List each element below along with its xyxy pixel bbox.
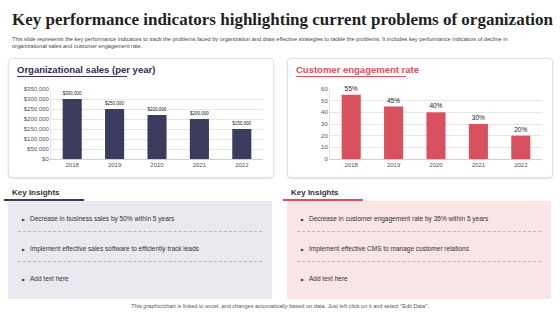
svg-text:$200,000: $200,000 <box>190 111 209 116</box>
html-text:Implement effective sales soft: Implement effective sales software to ef… <box>30 245 199 252</box>
svg-text:2020: 2020 <box>429 162 443 168</box>
svg-text:45%: 45% <box>387 97 400 104</box>
svg-text:$220,000: $220,000 <box>147 107 166 112</box>
html-text:Key Insights: Key Insights <box>12 188 60 197</box>
svg-text:2020: 2020 <box>150 162 164 168</box>
html-text:Decrease in business sales by: Decrease in business sales by 50% within… <box>30 215 175 222</box>
svg-text:2019: 2019 <box>108 162 122 168</box>
html-text:Customer engagement rate: Customer engagement rate <box>296 64 419 75</box>
svg-text:30%: 30% <box>472 114 485 121</box>
svg-text:$350,000: $350,000 <box>24 86 50 92</box>
html-text:Decrease in customer engagemen: Decrease in customer engagement rate by … <box>309 215 489 222</box>
html-text:Organizational sales (per year: Organizational sales (per year) <box>17 64 156 75</box>
html-text:Add text here: Add text here <box>309 275 348 282</box>
svg-text:$300,000: $300,000 <box>24 96 50 102</box>
svg-text:60: 60 <box>321 86 328 92</box>
svg-text:$250,000: $250,000 <box>24 106 50 112</box>
svg-text:2021: 2021 <box>472 162 486 168</box>
svg-text:$50,000: $50,000 <box>27 146 49 152</box>
svg-text:2018: 2018 <box>345 162 359 168</box>
svg-text:$100,000: $100,000 <box>24 136 50 142</box>
svg-text:2019: 2019 <box>387 162 401 168</box>
html-text:Add text here: Add text here <box>30 275 69 282</box>
svg-text:55%: 55% <box>345 85 358 92</box>
svg-text:$250,000: $250,000 <box>105 101 124 106</box>
svg-text:$150,000: $150,000 <box>232 121 251 126</box>
svg-text:$200,000: $200,000 <box>24 116 50 122</box>
html-text:Implement effective CMS to man: Implement effective CMS to manage custom… <box>309 245 469 252</box>
svg-text:2022: 2022 <box>235 162 249 168</box>
svg-text:2021: 2021 <box>193 162 207 168</box>
html-text:Key performance indicators hig: Key performance indicators highlighting … <box>12 10 553 29</box>
html-text:This graphic/chart is linked t: This graphic/chart is linked to excel, a… <box>131 303 429 309</box>
html-text:This slide represents the key: This slide represents the key performanc… <box>12 36 508 49</box>
svg-text:20: 20 <box>321 133 328 139</box>
svg-text:$0: $0 <box>42 156 49 162</box>
svg-text:40%: 40% <box>429 102 442 109</box>
html-text:Key Insights: Key Insights <box>291 188 339 197</box>
svg-text:10: 10 <box>321 144 328 150</box>
svg-text:20%: 20% <box>514 126 527 133</box>
svg-text:2022: 2022 <box>514 162 528 168</box>
svg-text:$150,000: $150,000 <box>24 126 50 132</box>
svg-text:40: 40 <box>321 109 328 115</box>
svg-text:30: 30 <box>321 121 328 127</box>
svg-text:$300,000: $300,000 <box>63 91 82 96</box>
svg-text:50: 50 <box>321 98 328 104</box>
svg-text:0: 0 <box>324 156 328 162</box>
svg-text:2018: 2018 <box>66 162 80 168</box>
